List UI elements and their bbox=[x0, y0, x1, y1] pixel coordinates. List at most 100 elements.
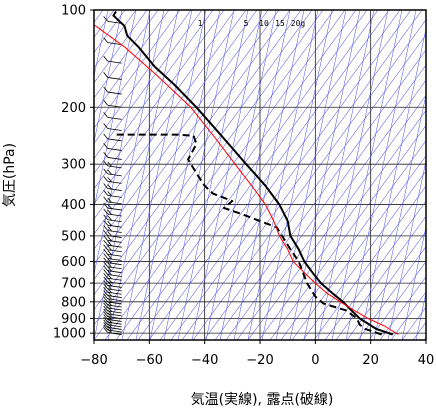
mixing-ratio-label: 1 bbox=[198, 19, 203, 28]
wind-barb bbox=[107, 319, 122, 322]
wind-barb-flag bbox=[107, 203, 112, 209]
mixing-ratio-line bbox=[303, 10, 375, 340]
wind-barb-flag bbox=[103, 253, 108, 259]
wind-barb bbox=[107, 173, 122, 177]
wind-barb-flag bbox=[107, 215, 112, 221]
wind-barb bbox=[107, 316, 122, 320]
isotherm-line bbox=[94, 10, 258, 235]
isotherm-line bbox=[94, 10, 214, 175]
wind-barb-flag bbox=[103, 319, 108, 326]
wind-barb-flag bbox=[103, 123, 108, 129]
isotherm-line bbox=[94, 10, 137, 69]
x-axis-label: 気温(実線), 露点(破線) bbox=[191, 392, 334, 408]
wind-barb-flag bbox=[103, 296, 108, 303]
x-tick-label: 0 bbox=[311, 353, 319, 368]
mixing-ratio-line bbox=[135, 10, 207, 340]
isotherm-line bbox=[357, 246, 426, 340]
mixing-ratio-label: 5 bbox=[244, 19, 249, 28]
isotherm-line bbox=[258, 109, 426, 340]
wind-barb-flag bbox=[107, 209, 112, 215]
wind-barb-flag bbox=[103, 183, 108, 189]
isotherm-line bbox=[94, 10, 313, 311]
mixing-ratio-line bbox=[233, 10, 305, 340]
isotherm-line bbox=[94, 10, 335, 340]
wind-barb bbox=[107, 270, 122, 274]
mixing-ratio-line bbox=[345, 10, 417, 340]
wind-barb bbox=[107, 207, 122, 211]
mixing-ratio-line bbox=[331, 10, 403, 340]
wind-barb-flag bbox=[107, 266, 112, 272]
x-tick-label: −80 bbox=[80, 353, 107, 368]
wind-barb-flag bbox=[103, 276, 108, 283]
isotherm-line bbox=[346, 230, 426, 340]
wind-barb-flag bbox=[103, 269, 108, 275]
wind-barb-flag bbox=[103, 133, 108, 140]
y-tick-label: 1000 bbox=[53, 327, 86, 342]
isotherm-line bbox=[335, 215, 426, 340]
y-tick-label: 100 bbox=[61, 4, 86, 19]
y-tick-label: 300 bbox=[61, 158, 86, 173]
isotherm-line bbox=[225, 64, 426, 340]
wind-barb-flag bbox=[103, 290, 108, 296]
mixing-ratio-line bbox=[261, 10, 333, 340]
parcel-line bbox=[94, 24, 399, 335]
wind-barb-flag bbox=[103, 112, 108, 118]
isotherm-line bbox=[104, 10, 346, 340]
wind-barb bbox=[107, 230, 122, 233]
wind-barb-flag bbox=[103, 196, 108, 203]
wind-barb-flag bbox=[103, 308, 108, 315]
wind-barb bbox=[107, 307, 122, 311]
x-tick-label: 40 bbox=[418, 353, 435, 368]
wind-barb-flag bbox=[103, 160, 108, 167]
isotherm-line bbox=[170, 10, 412, 340]
wind-barb-flag bbox=[107, 191, 112, 197]
isotherm-line bbox=[94, 10, 225, 190]
isotherm-line bbox=[214, 49, 426, 340]
wind-barb bbox=[107, 324, 122, 328]
wind-barb bbox=[107, 262, 122, 266]
wind-barb-flag bbox=[103, 235, 108, 241]
wind-barb-flag bbox=[107, 270, 112, 276]
wind-barb bbox=[107, 138, 122, 142]
isotherm-line bbox=[203, 34, 426, 340]
mixing-ratio-line bbox=[205, 10, 277, 340]
wind-barb bbox=[107, 235, 122, 238]
mixing-ratio-line bbox=[107, 10, 179, 340]
wind-barb-flag bbox=[103, 314, 108, 320]
wind-barb-flag bbox=[103, 202, 108, 209]
mixing-ratio-line bbox=[401, 225, 426, 340]
wind-barb bbox=[107, 20, 122, 24]
isotherm-line bbox=[192, 19, 426, 340]
wind-barb bbox=[107, 310, 122, 314]
wind-barb bbox=[107, 180, 122, 184]
wind-barb bbox=[107, 42, 122, 46]
isotherm-line bbox=[94, 10, 291, 280]
wind-barb-flag bbox=[103, 273, 108, 279]
wind-barb-flag bbox=[107, 315, 112, 321]
wind-barb bbox=[107, 285, 122, 288]
isotherm-line bbox=[280, 140, 426, 340]
x-tick-label: −20 bbox=[246, 353, 273, 368]
wind-barb-flag bbox=[103, 37, 108, 43]
wind-barbs bbox=[103, 16, 122, 335]
wind-barb-flag bbox=[107, 197, 112, 203]
wind-barb-flag bbox=[103, 190, 108, 196]
wind-barb bbox=[107, 201, 122, 205]
wind-barb-flag bbox=[107, 325, 112, 331]
wind-barb bbox=[107, 157, 122, 160]
mixing-ratio-line bbox=[94, 10, 165, 340]
isotherm-line bbox=[94, 10, 203, 159]
wind-barb bbox=[107, 148, 122, 151]
wind-barb-flag bbox=[103, 176, 108, 182]
wind-barb-flag bbox=[103, 265, 108, 271]
isotherm-line bbox=[94, 10, 269, 250]
isotherm-line bbox=[94, 10, 181, 129]
wind-barb-flag bbox=[107, 309, 112, 315]
isotherm-line bbox=[115, 10, 357, 340]
x-tick-label: −40 bbox=[191, 353, 218, 368]
wind-barb-flag bbox=[103, 55, 108, 62]
wind-barb-flag bbox=[103, 299, 108, 306]
wind-barb bbox=[107, 219, 122, 223]
wind-barb bbox=[107, 301, 122, 305]
